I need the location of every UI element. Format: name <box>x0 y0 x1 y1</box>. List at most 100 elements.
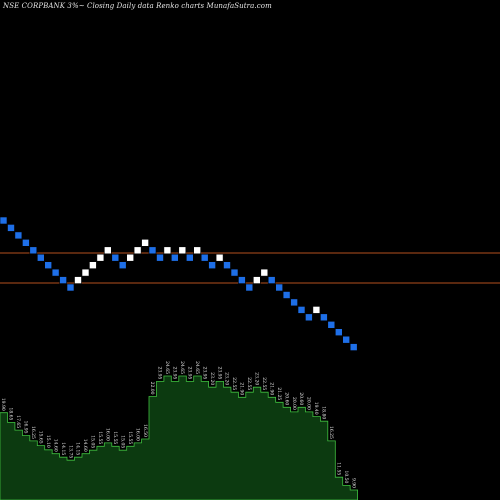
renko-brick-down <box>334 328 343 337</box>
renko-brick-up <box>74 276 82 284</box>
area-value-label: 15.55 <box>112 431 118 444</box>
area-value-label: 15.10 <box>45 435 51 448</box>
area-value-label: 23.95 <box>201 367 207 380</box>
renko-brick-down <box>51 268 60 277</box>
renko-brick-down <box>0 216 8 225</box>
renko-brick-down <box>297 306 306 314</box>
renko-brick-down <box>230 268 239 277</box>
renko-brick-down <box>59 276 67 284</box>
chart-title: NSE CORPBANK 3%~ Closing Daily data Renk… <box>3 2 272 10</box>
renko-brick-up <box>163 246 172 255</box>
area-value-label: 16.00 <box>134 428 140 441</box>
area-value-label: 16.25 <box>30 426 36 439</box>
area-value-label: 20.60 <box>283 392 289 405</box>
area-value-label: 23.95 <box>172 367 178 380</box>
renko-brick-down <box>342 335 351 344</box>
area-value-label: 24.65 <box>179 361 185 374</box>
renko-brick-down <box>156 253 164 262</box>
area-value-label: 11.55 <box>336 462 342 475</box>
renko-brick-up <box>260 268 269 277</box>
renko-brick-up <box>253 276 261 284</box>
renko-brick-down <box>327 320 336 329</box>
area-value-label: 18.80 <box>321 406 327 419</box>
renko-brick-up <box>141 239 149 247</box>
renko-brick-down <box>320 313 328 322</box>
renko-brick-down <box>238 276 246 284</box>
renko-brick-up <box>215 253 224 262</box>
renko-brick-down <box>44 261 53 270</box>
area-value-label: 19.90 <box>0 398 6 411</box>
area-value-label: 24.65 <box>164 361 170 374</box>
area-value-label: 22.55 <box>261 377 267 390</box>
renko-brick-down <box>267 276 276 284</box>
area-value-label: 19.40 <box>313 402 319 415</box>
area-value-label: 23.95 <box>187 367 193 380</box>
renko-brick-down <box>29 246 38 255</box>
reference-lines-layer <box>0 252 500 284</box>
renko-brick-down <box>148 246 157 255</box>
renko-brick-down <box>223 261 231 270</box>
renko-brick-down <box>275 283 284 292</box>
renko-brick-down <box>118 261 127 270</box>
area-value-label: 23.95 <box>157 367 163 380</box>
area-value-label: 10.50 <box>343 471 349 484</box>
area-value-label: 13.75 <box>67 445 73 458</box>
renko-brick-up <box>104 246 112 255</box>
area-value-label: 24.65 <box>194 361 200 374</box>
area-value-label: 23.95 <box>216 367 222 380</box>
area-value-label: 14.60 <box>52 439 58 452</box>
renko-brick-down <box>200 253 209 262</box>
area-value-label: 14.15 <box>60 442 66 455</box>
renko-brick-down <box>7 224 15 232</box>
area-value-label: 15.05 <box>90 435 96 448</box>
area-value-label: 23.20 <box>224 372 230 385</box>
area-value-label: 23.20 <box>254 372 260 385</box>
price-area-layer <box>0 375 358 500</box>
area-value-label: 16.95 <box>23 421 29 434</box>
renko-brick-up <box>193 246 201 255</box>
area-value-label: 15.55 <box>127 431 133 444</box>
area-value-label: 15.05 <box>119 435 125 448</box>
renko-brick-up <box>126 253 134 262</box>
area-value-label: 22.55 <box>246 377 252 390</box>
area-value-label: 20.60 <box>298 392 304 405</box>
renko-brick-down <box>208 261 216 270</box>
area-value-label: 22.00 <box>149 382 155 395</box>
area-value-label: 23.20 <box>209 372 215 385</box>
renko-brick-down <box>290 298 298 307</box>
area-value-label: 20.00 <box>306 397 312 410</box>
area-value-label: 14.15 <box>75 442 81 455</box>
renko-brick-up <box>81 268 90 277</box>
area-value-label: 9.90 <box>350 478 356 488</box>
renko-brick-down <box>245 283 254 292</box>
renko-brick-down <box>14 231 23 240</box>
renko-brick-down <box>36 253 45 262</box>
area-value-label: 14.60 <box>82 439 88 452</box>
renko-brick-down <box>305 313 313 322</box>
renko-brick-down <box>349 343 358 351</box>
renko-brick-up <box>96 253 105 262</box>
area-value-label: 16.50 <box>142 424 148 437</box>
area-value-label: 17.65 <box>15 415 21 428</box>
renko-brick-up <box>312 306 321 314</box>
renko-brick-down <box>22 239 30 247</box>
area-value-label: 21.90 <box>268 382 274 395</box>
price-area <box>0 375 358 500</box>
renko-brick-down <box>282 291 291 299</box>
area-value-label: 18.65 <box>8 408 14 421</box>
renko-brick-down <box>186 253 194 262</box>
area-value-label: 21.25 <box>276 387 282 400</box>
renko-brick-down <box>66 283 75 292</box>
renko-brick-up <box>178 246 187 255</box>
renko-brick-down <box>171 253 179 262</box>
renko-brick-down <box>111 253 120 262</box>
renko-bricks-layer <box>0 216 358 351</box>
area-value-label: 15.55 <box>97 431 103 444</box>
area-value-label: 16.00 <box>105 428 111 441</box>
area-value-label: 22.55 <box>231 377 237 390</box>
renko-brick-up <box>133 246 142 255</box>
area-value-label: 15.65 <box>38 431 44 444</box>
